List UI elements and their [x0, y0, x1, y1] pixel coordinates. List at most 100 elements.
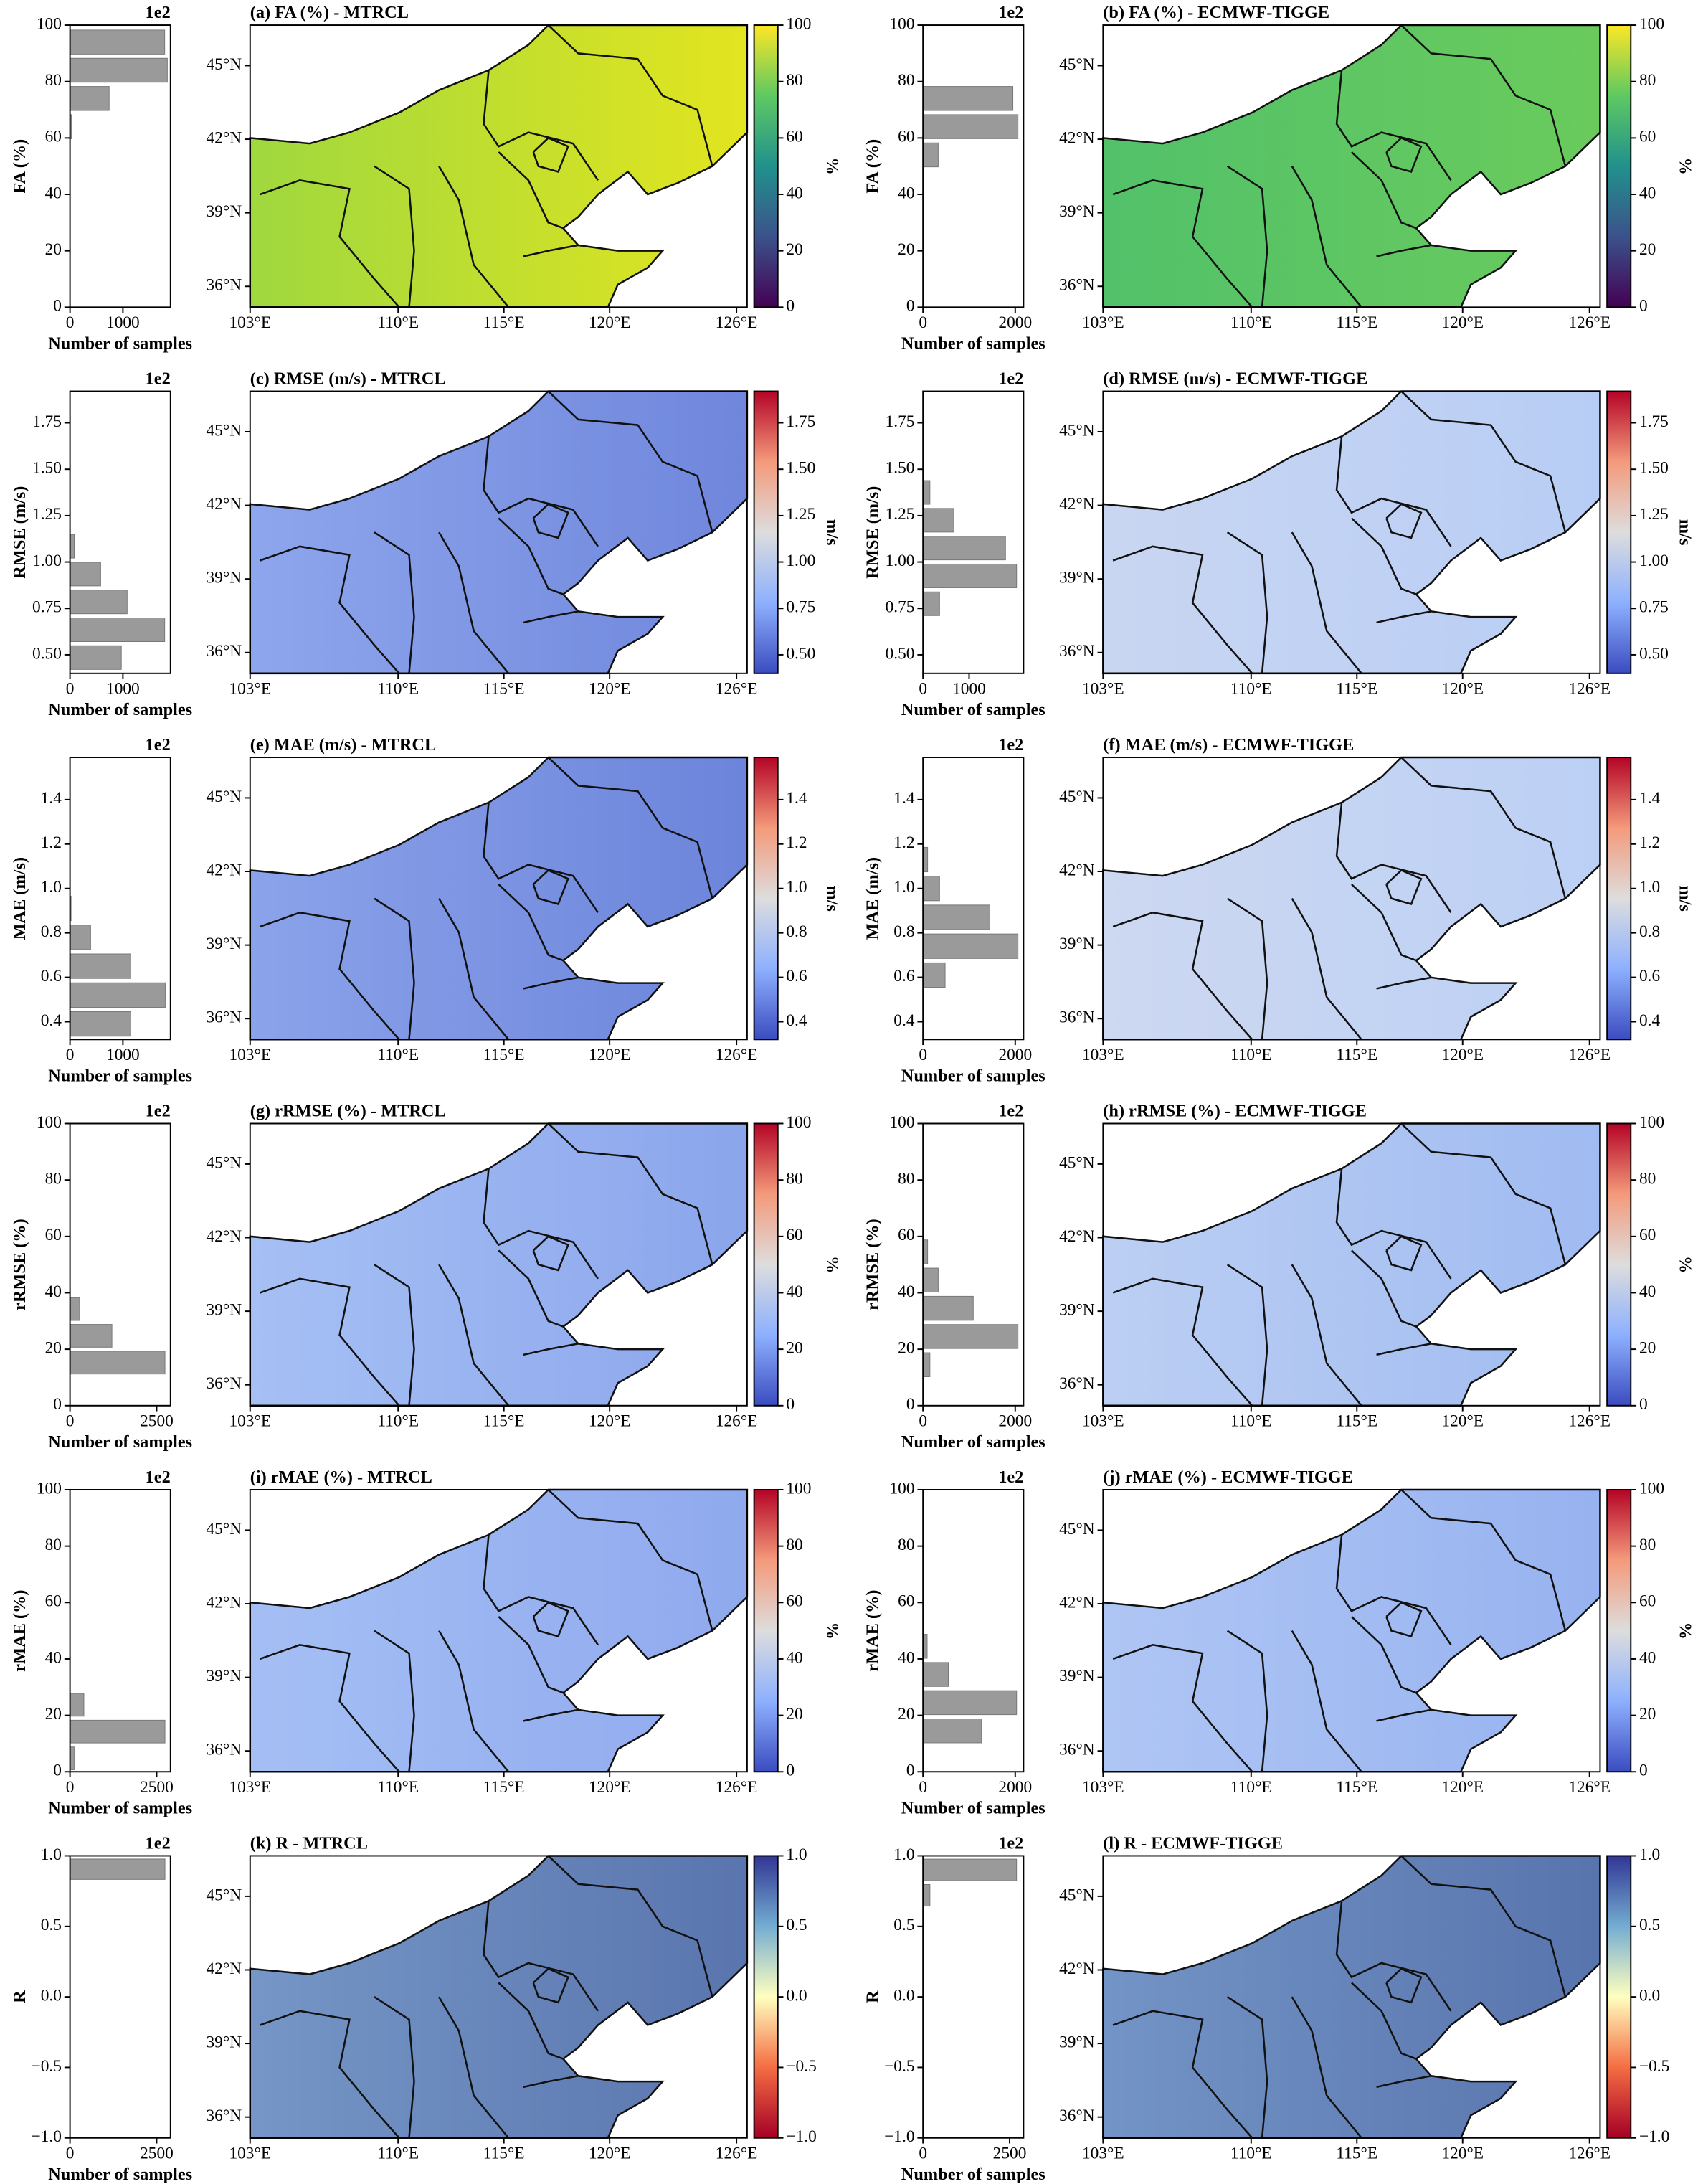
colorbar-tick-label: 40	[786, 1282, 802, 1301]
y-tick-label: 40	[898, 184, 914, 202]
hist-frame	[69, 1122, 171, 1407]
bar	[922, 563, 1018, 588]
boundary	[374, 1630, 415, 1772]
colorbar	[753, 390, 779, 674]
colorbar-tick-label: 0.8	[1639, 922, 1660, 941]
lon-tick-label: 110°E	[377, 680, 419, 699]
lat-tick-label: 36°N	[1059, 1008, 1095, 1027]
y-tick-label: 0.0	[893, 1986, 914, 2005]
boundary	[1112, 545, 1253, 674]
offset-text: 1e2	[146, 3, 171, 22]
offset-text: 1e2	[998, 1833, 1023, 1853]
map-title: (j) rMAE (%) - ECMWF-TIGGE	[1103, 1467, 1353, 1487]
map-frame	[249, 1855, 748, 2139]
offset-text: 1e2	[998, 369, 1023, 389]
hist-frame	[69, 390, 171, 674]
y-axis-label: R	[863, 1990, 883, 2003]
boundary	[498, 884, 564, 962]
colorbar-tick-label: 40	[786, 184, 802, 202]
map-frame	[249, 1489, 748, 1773]
land	[249, 24, 749, 308]
y-tick-label: 20	[898, 1705, 914, 1724]
colorbar-tick-label: 60	[786, 1226, 802, 1244]
boundary	[1226, 531, 1268, 673]
lat-tick-label: 45°N	[1059, 1153, 1095, 1172]
y-tick-label: 20	[898, 240, 914, 259]
map-frame	[1102, 390, 1601, 674]
colorbar-label: %	[1676, 1622, 1695, 1639]
y-axis-label: FA (%)	[863, 139, 883, 194]
lon-tick-label: 126°E	[716, 1778, 758, 1797]
colorbar-tick-label: 100	[1639, 1479, 1664, 1498]
y-axis-label: rMAE (%)	[10, 1590, 29, 1672]
x-axis-label: Number of samples	[48, 700, 192, 719]
boundary	[1226, 165, 1268, 308]
x-tick-label: 2500	[140, 1412, 174, 1431]
lat-tick-label: 42°N	[207, 1593, 242, 1612]
boundary	[374, 1996, 415, 2138]
lon-tick-label: 115°E	[483, 313, 525, 332]
y-tick-label: 1.25	[32, 505, 62, 524]
lat-tick-label: 39°N	[207, 569, 242, 587]
colorbar-tick-label: 80	[786, 1536, 802, 1554]
bar	[922, 904, 990, 930]
boundary	[1351, 1616, 1417, 1694]
lat-tick-label: 36°N	[1059, 276, 1095, 295]
boundary	[483, 1901, 599, 2012]
x-tick-label: 2500	[993, 2144, 1027, 2162]
boundary	[1400, 757, 1567, 899]
boundary	[374, 897, 415, 1040]
boundary	[374, 165, 415, 308]
boundary	[547, 1122, 713, 1265]
boundary	[1351, 884, 1417, 962]
y-tick-label: 1.4	[893, 789, 915, 808]
offset-text: 1e2	[146, 1102, 171, 1121]
bar	[70, 1324, 113, 1348]
land	[249, 756, 749, 1041]
colorbar-tick-label: 0.75	[1639, 598, 1669, 617]
colorbar-tick-label: 100	[1639, 1113, 1664, 1132]
y-tick-label: 1.00	[32, 552, 62, 570]
colorbar-tick-label: 80	[786, 1170, 802, 1188]
colorbar	[753, 757, 779, 1041]
boundary	[438, 1996, 510, 2139]
map-title: (d) RMSE (m/s) - ECMWF-TIGGE	[1103, 369, 1367, 389]
lon-tick-label: 115°E	[483, 1046, 525, 1064]
lon-tick-label: 110°E	[377, 2144, 419, 2162]
offset-text: 1e2	[146, 369, 171, 389]
colorbar-tick-label: 20	[786, 1705, 802, 1724]
bar	[922, 114, 1019, 139]
boundary	[483, 802, 599, 914]
colorbar-tick-label: 1.75	[1639, 412, 1669, 431]
lat-tick-label: 39°N	[1059, 935, 1095, 953]
colorbar-tick-label: 1.50	[1639, 459, 1669, 478]
y-tick-label: 80	[45, 1170, 62, 1188]
boundary	[1291, 166, 1362, 308]
lon-tick-label: 103°E	[1082, 1412, 1124, 1431]
boundary	[1351, 1982, 1417, 2060]
map-title: (a) FA (%) - MTRCL	[250, 3, 409, 22]
boundary	[438, 166, 510, 308]
y-tick-label: 1.2	[41, 833, 62, 852]
lon-tick-label: 110°E	[1230, 680, 1272, 699]
lon-tick-label: 103°E	[229, 1412, 271, 1431]
colorbar-tick-label: 0.6	[786, 967, 807, 985]
boundary	[1226, 897, 1268, 1040]
colorbar-tick-label: 0.0	[786, 1986, 807, 2005]
colorbar-tick-label: 0.4	[1639, 1011, 1661, 1030]
x-axis-label: Number of samples	[901, 2165, 1045, 2184]
x-tick-label: 2000	[998, 1778, 1032, 1797]
lat-tick-label: 36°N	[1059, 1741, 1095, 1759]
colorbar	[753, 24, 779, 308]
lat-tick-label: 42°N	[1059, 1593, 1095, 1612]
lat-tick-label: 39°N	[207, 2033, 242, 2051]
lat-tick-label: 36°N	[207, 1008, 242, 1027]
y-tick-label: 0.4	[893, 1011, 915, 1030]
colorbar-tick-label: 1.0	[1639, 878, 1660, 897]
lat-tick-label: 39°N	[207, 1300, 242, 1319]
y-tick-label: 40	[898, 1282, 914, 1301]
map-frame	[249, 390, 748, 674]
colorbar	[753, 1122, 779, 1407]
boundary	[260, 1643, 400, 1773]
